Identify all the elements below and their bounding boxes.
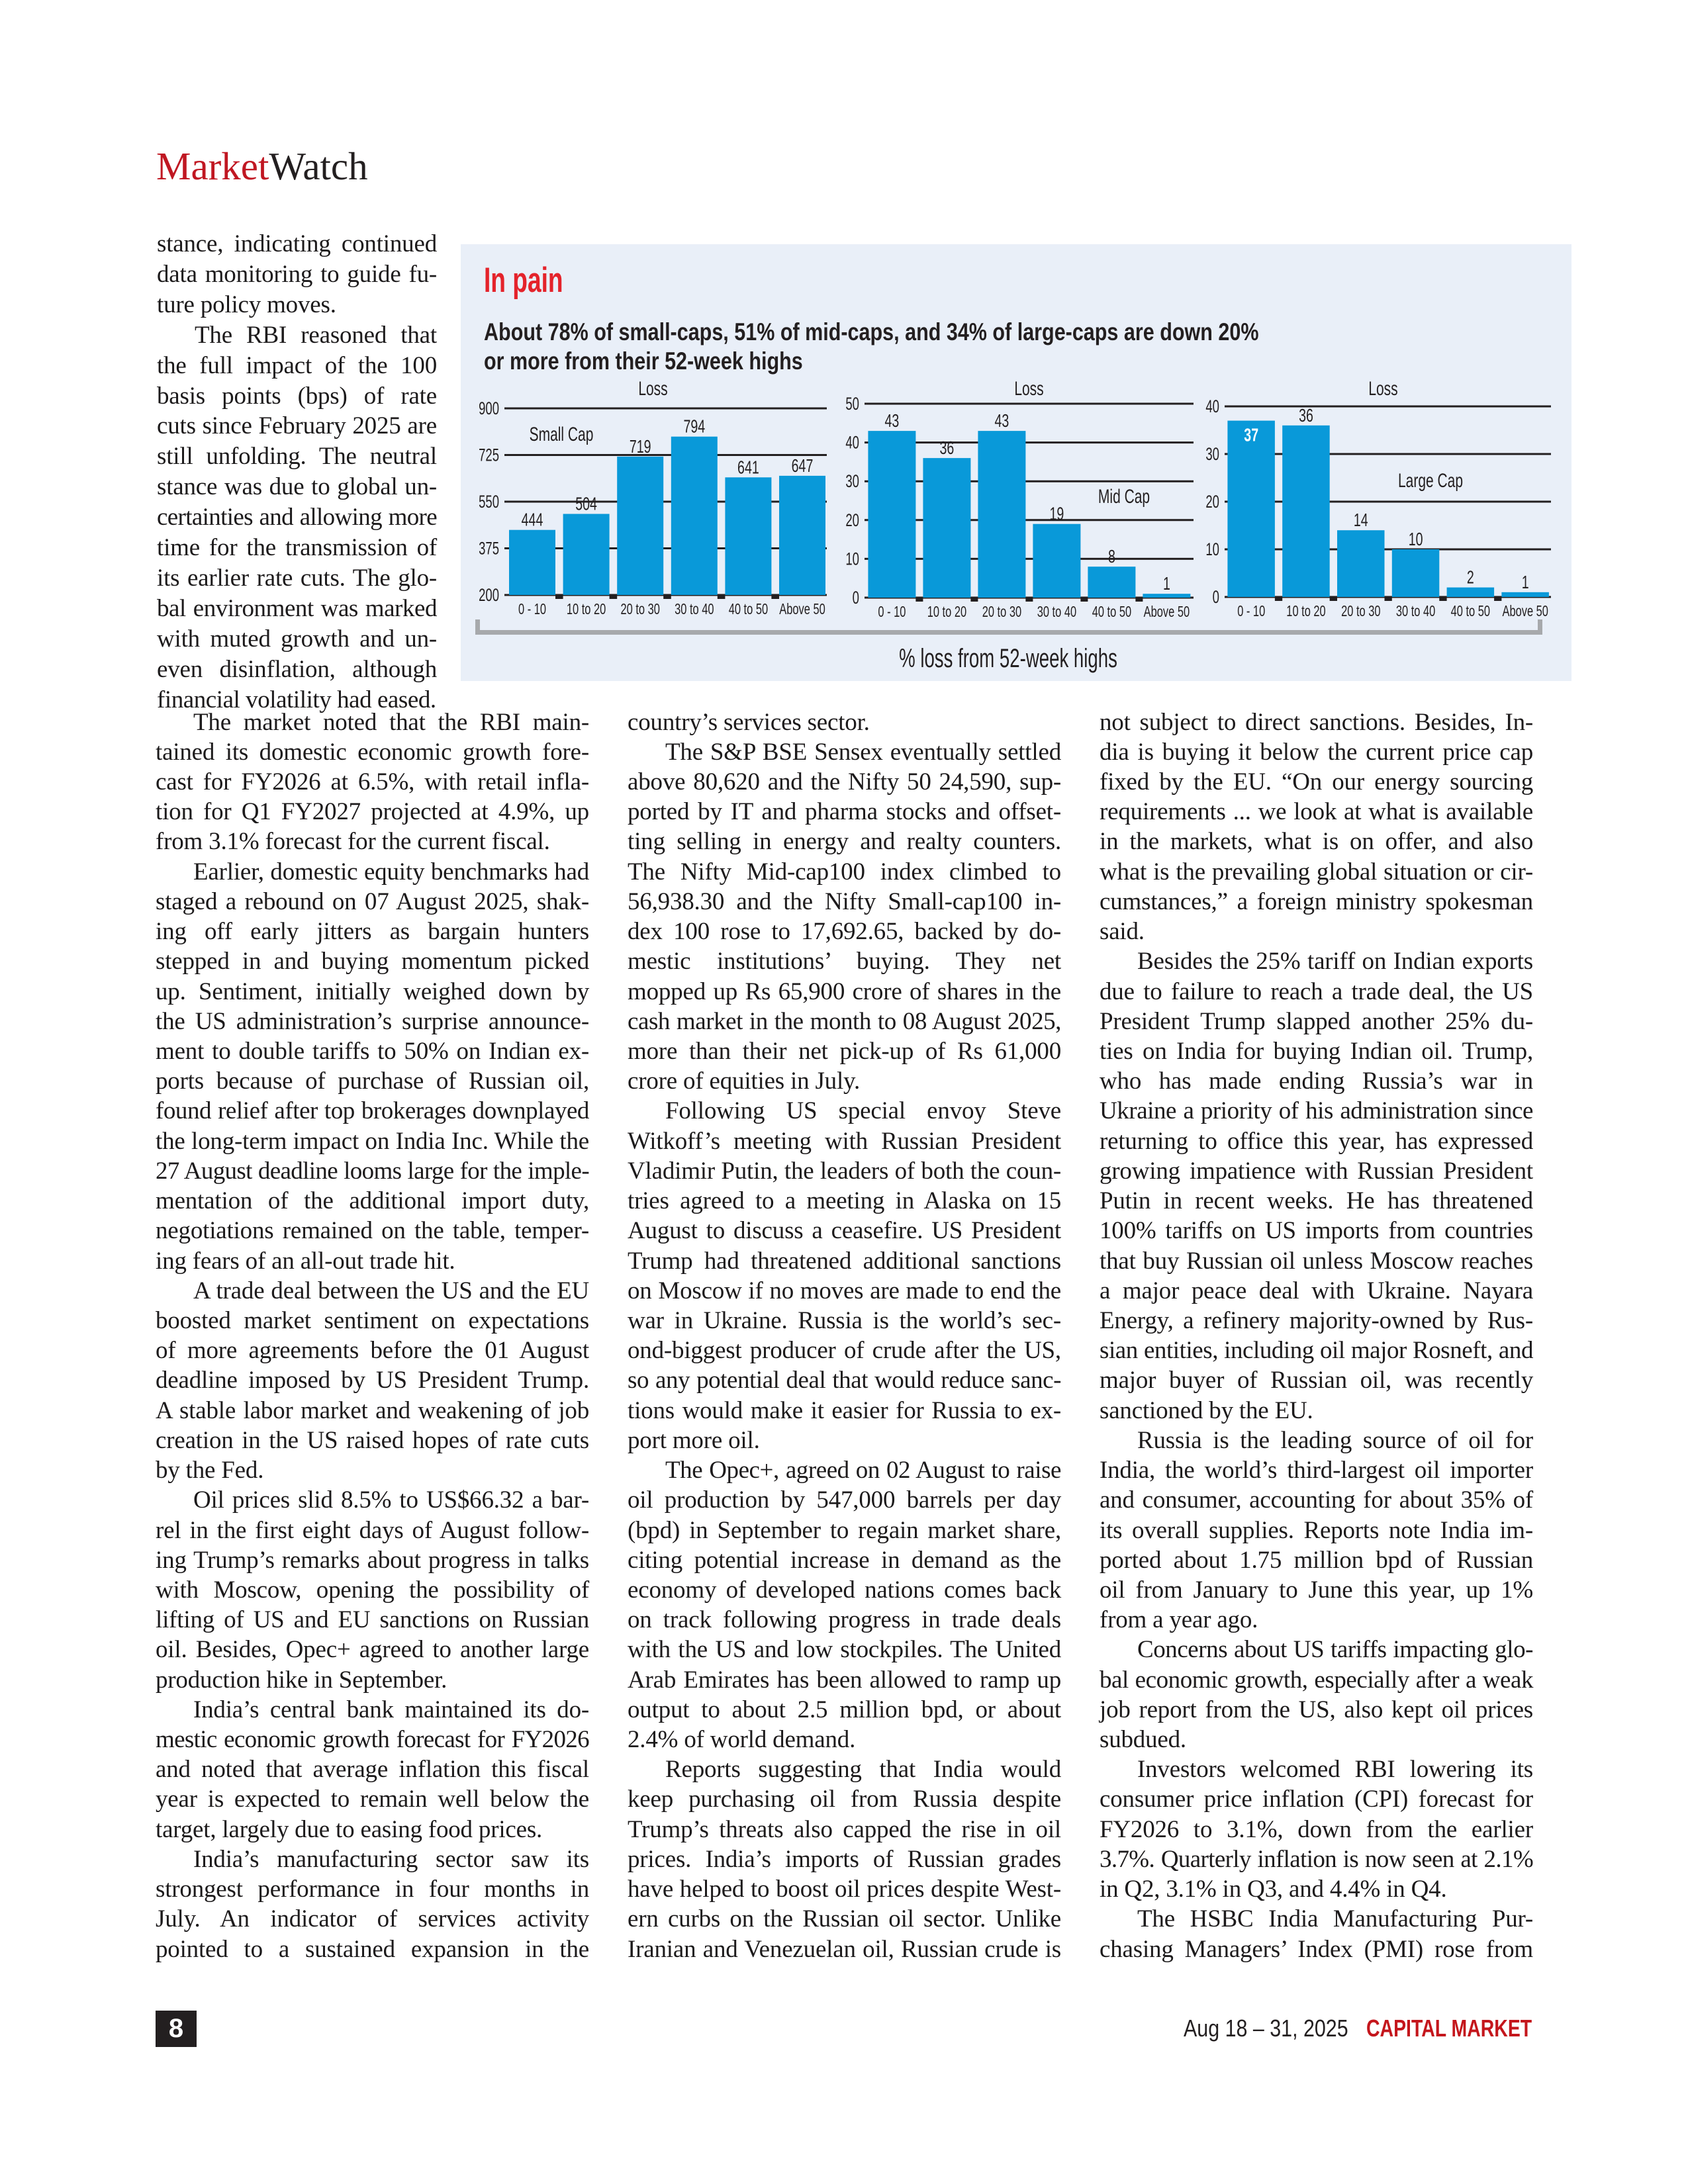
svg-text:Loss: Loss — [1368, 379, 1397, 400]
svg-text:40 to 50: 40 to 50 — [1092, 604, 1131, 620]
svg-text:0: 0 — [853, 588, 859, 608]
svg-text:719: 719 — [630, 437, 651, 457]
svg-text:641: 641 — [737, 457, 759, 478]
svg-text:2: 2 — [1467, 567, 1474, 588]
svg-text:30: 30 — [845, 471, 859, 491]
svg-text:444: 444 — [522, 510, 543, 530]
svg-text:725: 725 — [479, 445, 499, 465]
svg-text:50: 50 — [845, 394, 859, 414]
svg-text:504: 504 — [575, 494, 597, 514]
svg-text:37: 37 — [1244, 425, 1258, 445]
svg-text:0 - 10: 0 - 10 — [878, 604, 906, 620]
svg-text:36: 36 — [1299, 405, 1313, 426]
svg-text:900: 900 — [479, 398, 499, 418]
svg-text:10: 10 — [1409, 529, 1423, 550]
svg-text:Loss: Loss — [1014, 379, 1043, 400]
svg-text:14: 14 — [1354, 510, 1368, 531]
svg-text:794: 794 — [683, 416, 705, 437]
svg-text:10 to 20: 10 to 20 — [1286, 603, 1325, 619]
svg-text:Large Cap: Large Cap — [1398, 471, 1463, 492]
svg-text:10: 10 — [845, 549, 859, 569]
svg-text:19: 19 — [1050, 504, 1064, 524]
svg-text:36: 36 — [940, 438, 955, 459]
svg-text:1: 1 — [1522, 572, 1529, 592]
svg-text:375: 375 — [479, 538, 499, 558]
svg-text:10 to 20: 10 to 20 — [927, 604, 966, 620]
svg-text:20 to 30: 20 to 30 — [982, 604, 1021, 620]
svg-text:Loss: Loss — [638, 379, 667, 400]
svg-text:30 to 40: 30 to 40 — [1396, 603, 1435, 619]
svg-text:43: 43 — [885, 411, 900, 432]
svg-text:200: 200 — [479, 585, 499, 605]
svg-text:20: 20 — [1205, 492, 1219, 512]
svg-text:1: 1 — [1163, 574, 1170, 594]
svg-text:30 to 40: 30 to 40 — [1037, 604, 1076, 620]
svg-text:30 to 40: 30 to 40 — [675, 601, 714, 617]
svg-text:Above 50: Above 50 — [1502, 603, 1548, 619]
svg-text:20 to 30: 20 to 30 — [1341, 603, 1380, 619]
svg-text:0 - 10: 0 - 10 — [518, 601, 546, 617]
svg-text:647: 647 — [792, 456, 814, 477]
svg-text:20 to 30: 20 to 30 — [620, 601, 659, 617]
svg-text:20: 20 — [845, 510, 859, 529]
svg-text:550: 550 — [479, 492, 499, 512]
svg-text:Small Cap: Small Cap — [530, 424, 594, 445]
svg-text:% loss from 52-week highs: % loss from 52-week highs — [899, 644, 1117, 673]
svg-text:40 to 50: 40 to 50 — [1451, 603, 1490, 619]
svg-text:10: 10 — [1205, 539, 1219, 559]
svg-text:0: 0 — [1213, 587, 1219, 607]
svg-text:0 - 10: 0 - 10 — [1237, 603, 1265, 619]
svg-text:40: 40 — [1205, 396, 1219, 416]
svg-text:Above 50: Above 50 — [1144, 604, 1190, 620]
svg-text:30: 30 — [1205, 444, 1219, 464]
svg-text:40: 40 — [845, 432, 859, 452]
svg-text:Mid Cap: Mid Cap — [1098, 486, 1150, 508]
svg-text:8: 8 — [1108, 547, 1115, 567]
svg-text:43: 43 — [995, 411, 1009, 432]
svg-text:10 to 20: 10 to 20 — [567, 601, 606, 617]
svg-text:Above 50: Above 50 — [779, 601, 825, 617]
svg-text:40 to 50: 40 to 50 — [729, 601, 768, 617]
